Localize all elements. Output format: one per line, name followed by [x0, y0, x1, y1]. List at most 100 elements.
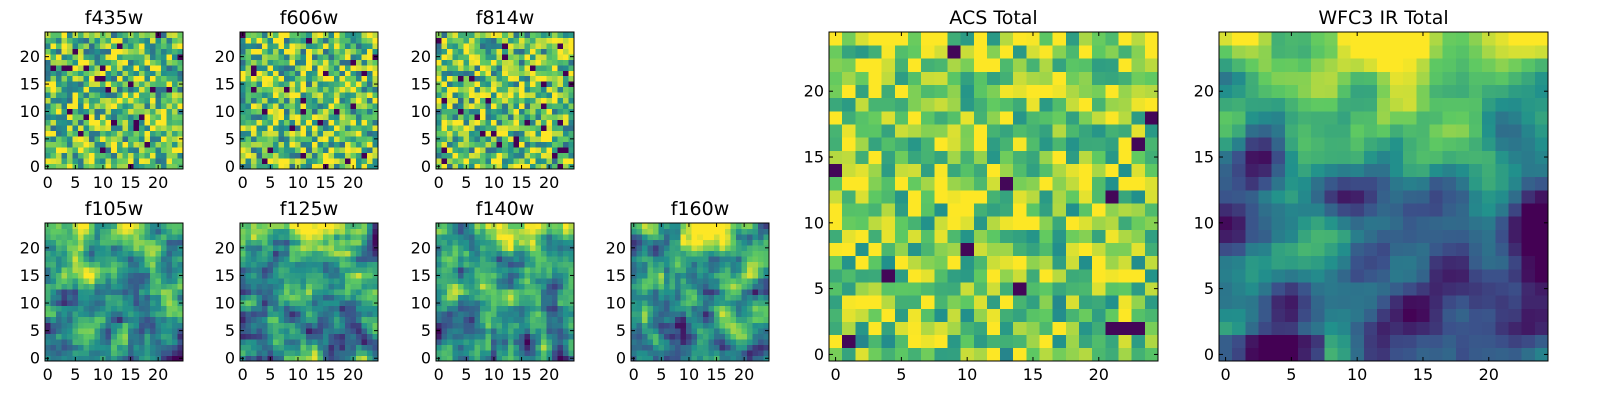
- heatmap-cell: [350, 322, 357, 329]
- heatmap-cell: [480, 48, 487, 55]
- heatmap-cell: [447, 234, 453, 240]
- heatmap-cell: [361, 75, 368, 82]
- heatmap-cell: [642, 228, 648, 235]
- heatmap-cell: [513, 59, 520, 66]
- heatmap-cell: [300, 75, 307, 82]
- heatmap-cell: [452, 322, 459, 329]
- heatmap-cell: [177, 250, 184, 257]
- heatmap-cell: [100, 92, 107, 99]
- heatmap-cell: [708, 333, 715, 340]
- heatmap-cell: [658, 300, 665, 307]
- heatmap-cell: [636, 234, 643, 240]
- heatmap-cell: [350, 289, 357, 296]
- heatmap-cell: [45, 103, 51, 110]
- heatmap-cell: [127, 283, 134, 290]
- heatmap-cell: [524, 278, 531, 285]
- heatmap-cell: [562, 108, 569, 115]
- heatmap-cell: [262, 322, 268, 329]
- heatmap-cell: [133, 64, 140, 71]
- heatmap-cell: [653, 283, 659, 290]
- heatmap-cell: [469, 32, 476, 38]
- heatmap-cell: [339, 322, 346, 329]
- y-tick-label: 15: [20, 266, 40, 285]
- heatmap-cell: [333, 305, 340, 312]
- heatmap-cell: [1105, 347, 1119, 362]
- heatmap-cell: [144, 141, 151, 148]
- heatmap-cell: [631, 256, 637, 263]
- heatmap-cell: [56, 261, 62, 268]
- heatmap-cell: [372, 256, 379, 263]
- heatmap-cell: [317, 152, 324, 159]
- heatmap-cell: [535, 108, 542, 115]
- heatmap-cell: [436, 228, 442, 235]
- heatmap-cell: [245, 278, 252, 285]
- heatmap-cell: [540, 267, 547, 274]
- heatmap-cell: [133, 163, 140, 170]
- heatmap-cell: [133, 81, 140, 88]
- heatmap-cell: [171, 103, 178, 110]
- heatmap-cell: [474, 349, 481, 356]
- heatmap-cell: [452, 333, 459, 340]
- heatmap-cell: [855, 242, 869, 257]
- heatmap-cell: [273, 59, 280, 66]
- heatmap-cell: [333, 344, 340, 351]
- heatmap-cell: [452, 70, 459, 77]
- heatmap-cell: [240, 59, 246, 66]
- heatmap-cell: [485, 289, 492, 296]
- heatmap-cell: [127, 152, 134, 159]
- heatmap-cell: [245, 48, 252, 55]
- heatmap-cell: [144, 322, 151, 329]
- heatmap-cell: [735, 278, 742, 285]
- heatmap-cell: [160, 272, 167, 279]
- heatmap-cell: [757, 294, 764, 301]
- heatmap-cell: [344, 349, 351, 356]
- y-tick-label: 15: [411, 75, 431, 94]
- heatmap-cell: [746, 338, 753, 345]
- heatmap-cell: [155, 322, 162, 329]
- heatmap-cell: [540, 223, 547, 229]
- heatmap-cell: [361, 158, 368, 164]
- heatmap-cell: [669, 256, 676, 263]
- heatmap-cell: [474, 37, 481, 44]
- heatmap-cell: [160, 305, 167, 312]
- heatmap-cell: [111, 344, 118, 351]
- heatmap-cell: [474, 267, 481, 274]
- y-tick-label: 15: [215, 266, 235, 285]
- heatmap-cell: [669, 316, 676, 323]
- heatmap-cell: [642, 316, 648, 323]
- heatmap-cell: [491, 305, 498, 312]
- heatmap-cell: [562, 59, 569, 66]
- heatmap-cell: [1092, 255, 1106, 270]
- heatmap-cell: [278, 75, 285, 82]
- heatmap-cell: [160, 152, 167, 159]
- heatmap-cell: [295, 141, 302, 148]
- heatmap-cell: [518, 59, 525, 66]
- heatmap-cell: [529, 256, 536, 263]
- heatmap-cell: [240, 152, 246, 159]
- heatmap-cell: [160, 70, 167, 77]
- heatmap-cell: [111, 305, 118, 312]
- heatmap-cell: [658, 267, 665, 274]
- heatmap-cell: [513, 322, 520, 329]
- heatmap-cell: [166, 75, 173, 82]
- heatmap-cell: [273, 239, 280, 246]
- heatmap-cell: [507, 245, 514, 251]
- heatmap-cell: [155, 305, 162, 312]
- heatmap-cell: [83, 278, 90, 285]
- heatmap-cell: [686, 349, 693, 356]
- heatmap-cell: [636, 261, 643, 268]
- heatmap-cell: [562, 152, 569, 159]
- heatmap-cell: [724, 349, 731, 356]
- heatmap-cell: [111, 103, 118, 110]
- heatmap-cell: [56, 130, 62, 137]
- heatmap-cell: [757, 316, 764, 323]
- heatmap-cell: [355, 125, 362, 132]
- heatmap-cell: [947, 295, 961, 309]
- heatmap-cell: [524, 267, 531, 274]
- heatmap-cell: [894, 347, 909, 362]
- heatmap-cell: [546, 300, 553, 307]
- y-tick-label: 20: [411, 47, 431, 66]
- heatmap-cell: [240, 311, 246, 318]
- heatmap-cell: [458, 234, 464, 240]
- heatmap-cell: [436, 333, 442, 340]
